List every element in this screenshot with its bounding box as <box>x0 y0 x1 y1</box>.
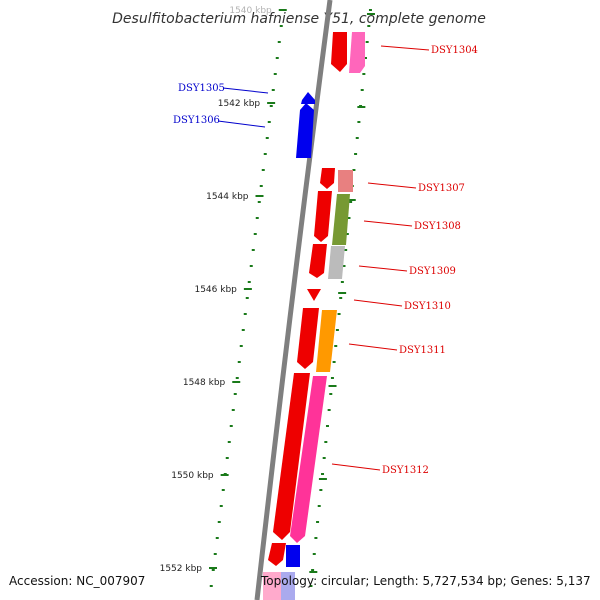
scale-label: 1546 kbp <box>194 285 237 295</box>
leader-line <box>331 463 381 471</box>
gene-dsy1305[interactable] <box>301 92 315 104</box>
gene-label-dsy1312[interactable]: DSY1312 <box>382 465 429 476</box>
scale-label: 1544 kbp <box>206 192 249 202</box>
scale-label: 1548 kbp <box>183 378 226 388</box>
leader-line <box>222 87 269 94</box>
orf-arrow[interactable] <box>297 308 319 369</box>
gene-dsy1308[interactable] <box>332 194 350 245</box>
orf-block[interactable] <box>286 545 300 567</box>
gene-dsy1311[interactable] <box>316 310 337 372</box>
leader-line <box>367 182 417 189</box>
scale-labels: 1540 kbp 1542 kbp 1544 kbp 1546 kbp 1548 kbp… <box>160 6 272 574</box>
gene-dsy1309[interactable] <box>328 246 345 279</box>
gene-label-dsy1306[interactable]: DSY1306 <box>173 115 220 126</box>
leader-line <box>380 45 430 51</box>
leader-line <box>348 343 398 351</box>
scale-label: 1552 kbp <box>160 564 203 574</box>
leader-line <box>363 220 413 227</box>
gene-dsy1304[interactable] <box>349 32 365 73</box>
gene-label-dsy1308[interactable]: DSY1308 <box>414 221 461 232</box>
topology-summary: Topology: circular; Length: 5,727,534 bp… <box>261 574 591 588</box>
gene-dsy1306[interactable] <box>296 103 314 158</box>
leader-line <box>217 120 266 128</box>
genome-backbone <box>254 0 333 600</box>
gene-label-dsy1309[interactable]: DSY1309 <box>409 266 456 277</box>
scale-ticks <box>209 9 375 587</box>
map-title: Desulfitobacterium hafniense Y51, comple… <box>112 11 486 27</box>
gene-label-dsy1311[interactable]: DSY1311 <box>399 345 446 356</box>
gene-label-dsy1307[interactable]: DSY1307 <box>418 183 465 194</box>
scale-label: 1542 kbp <box>218 99 261 109</box>
gene-dsy1310[interactable] <box>307 289 321 301</box>
leader-line <box>353 299 403 307</box>
orf-arrow[interactable] <box>268 543 286 566</box>
orf-arrow[interactable] <box>309 244 327 278</box>
gene-dsy1312[interactable] <box>290 376 327 543</box>
scale-label: 1550 kbp <box>171 471 214 481</box>
gene-labels: DSY1304 DSY1305 DSY1306 DSY1307 DSY1308 … <box>173 45 478 476</box>
gene-label-dsy1305[interactable]: DSY1305 <box>178 83 225 94</box>
gene-tracks-companion <box>263 32 347 600</box>
leader-line <box>358 265 408 272</box>
gene-dsy1307[interactable] <box>338 170 353 192</box>
gene-label-dsy1310[interactable]: DSY1310 <box>404 301 451 312</box>
gene-label-dsy1304[interactable]: DSY1304 <box>431 45 478 56</box>
orf-arrow[interactable] <box>273 373 310 540</box>
orf-block[interactable] <box>263 572 281 600</box>
orf-block[interactable] <box>281 572 295 600</box>
orf-arrow[interactable] <box>314 191 332 242</box>
orf-arrow[interactable] <box>320 168 335 189</box>
scale-label: 1540 kbp <box>229 6 272 16</box>
accession-label: Accession: NC_007907 <box>9 574 146 588</box>
gene-leader-lines <box>217 45 430 471</box>
orf-arrow[interactable] <box>331 32 347 72</box>
gene-tracks <box>290 32 365 543</box>
